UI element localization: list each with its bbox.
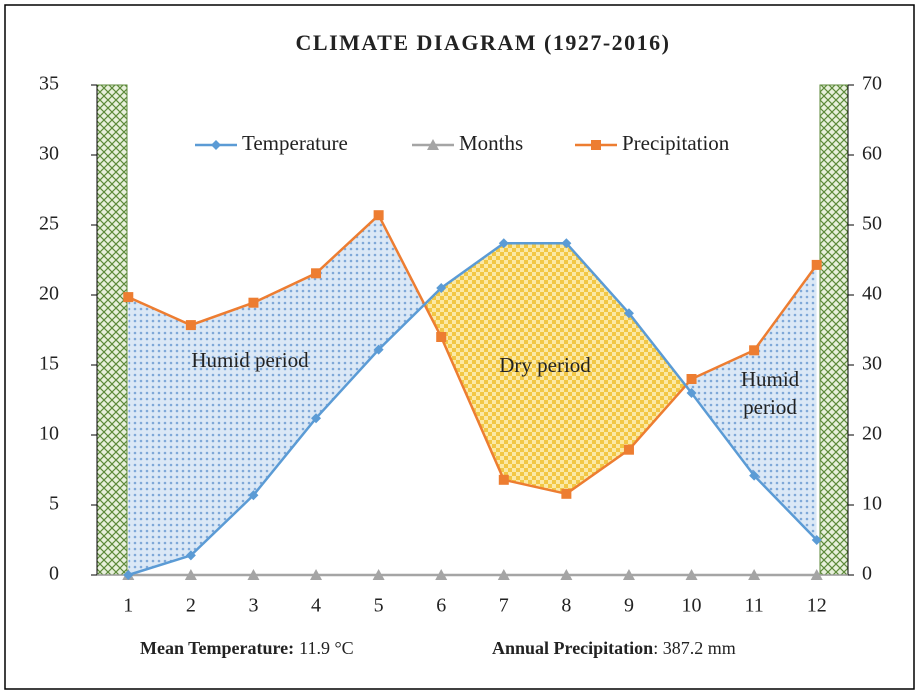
point — [435, 569, 448, 580]
hatch-band — [819, 84, 849, 576]
point — [811, 535, 822, 545]
legend-label: Months — [459, 131, 523, 155]
footer-value: : 387.2 mm — [653, 638, 736, 658]
point — [372, 569, 385, 580]
point — [123, 292, 134, 303]
point — [497, 569, 510, 580]
y-tick-label: 35 — [39, 73, 59, 95]
point — [498, 474, 509, 485]
x-tick-label: 7 — [499, 595, 509, 617]
footer-key: Mean Temperature: — [140, 638, 294, 658]
point — [247, 569, 260, 580]
point — [248, 297, 259, 308]
point — [748, 569, 761, 580]
y2-tick-label: 0 — [862, 563, 872, 585]
footer-label: Mean Temperature: 11.9 °C — [140, 638, 354, 658]
x-tick-label: 4 — [311, 595, 321, 617]
point — [686, 374, 697, 384]
y-tick-label: 10 — [39, 423, 59, 445]
y2-tick-label: 70 — [862, 73, 882, 95]
point — [623, 444, 634, 455]
y2-tick-label: 40 — [862, 283, 882, 305]
annotation: Humid period — [741, 367, 800, 419]
point — [123, 570, 134, 580]
legend-label: Temperature — [242, 131, 348, 155]
y-tick-label: 30 — [39, 143, 59, 165]
annotation: Dry period — [499, 353, 591, 377]
point — [185, 320, 196, 331]
point — [248, 490, 259, 501]
x-tick-label: 11 — [744, 595, 763, 617]
y2-tick-label: 50 — [862, 213, 882, 235]
y-tick-label: 15 — [39, 353, 59, 375]
point — [311, 268, 322, 279]
point — [561, 488, 572, 499]
legend-marker — [427, 139, 439, 150]
legend-marker — [591, 140, 601, 150]
point — [685, 569, 698, 580]
footer-label: Annual Precipitation: 387.2 mm — [492, 638, 736, 658]
y2-tick-label: 30 — [862, 353, 882, 375]
point — [749, 470, 760, 481]
x-tick-label: 6 — [436, 595, 446, 617]
x-tick-label: 3 — [248, 595, 258, 617]
series-line — [127, 213, 818, 496]
point — [436, 332, 447, 342]
point — [749, 345, 760, 356]
point — [373, 210, 384, 221]
x-tick-label: 12 — [807, 595, 827, 617]
point — [185, 550, 196, 561]
footer-value: 11.9 °C — [299, 638, 354, 658]
point — [561, 238, 572, 249]
footer-key: Annual Precipitation — [492, 638, 653, 658]
point — [184, 569, 197, 580]
y2-tick-label: 10 — [862, 493, 882, 515]
chart-title: CLIMATE DIAGRAM (1927-2016) — [296, 30, 671, 55]
y2-tick-label: 60 — [862, 143, 882, 165]
point — [810, 569, 823, 580]
point — [622, 569, 635, 580]
x-tick-label: 10 — [682, 595, 702, 617]
y-tick-label: 0 — [49, 563, 59, 585]
y-tick-label: 25 — [39, 213, 59, 235]
point — [498, 238, 509, 249]
x-tick-label: 2 — [186, 595, 196, 617]
legend-label: Precipitation — [622, 131, 730, 155]
y2-tick-label: 20 — [862, 423, 882, 445]
series-line — [127, 241, 818, 577]
y-tick-label: 20 — [39, 283, 59, 305]
point — [373, 344, 384, 355]
x-tick-label: 1 — [123, 595, 133, 617]
x-tick-label: 8 — [561, 595, 571, 617]
hatch-band — [96, 84, 128, 576]
point — [560, 569, 573, 580]
point — [811, 259, 822, 270]
point — [310, 569, 323, 580]
point — [311, 413, 322, 424]
point — [436, 283, 447, 293]
x-tick-label: 5 — [374, 595, 384, 617]
point — [686, 388, 697, 398]
point — [623, 308, 634, 319]
x-tick-label: 9 — [624, 595, 634, 617]
y-tick-label: 5 — [49, 493, 59, 515]
legend-marker — [211, 140, 221, 150]
annotation: Humid period — [191, 348, 309, 372]
